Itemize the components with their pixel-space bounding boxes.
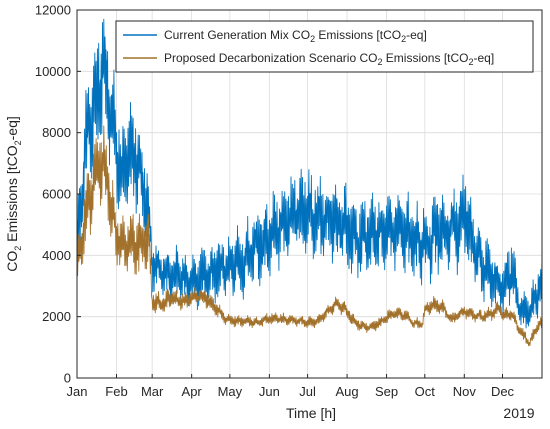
x-tick-label: Jun	[259, 384, 280, 399]
x-tick-label: Apr	[182, 384, 203, 399]
x-tick-label: Jul	[299, 384, 316, 399]
x-axis-title: Time [h]	[286, 405, 336, 421]
y-tick-label: 10000	[35, 64, 71, 79]
x-tick-label: Aug	[336, 384, 359, 399]
y-axis-title: CO2 Emissions [tCO2-eq]	[4, 116, 23, 272]
legend: Current Generation Mix CO2 Emissions [tC…	[115, 20, 534, 73]
y-tick-label: 4000	[42, 248, 71, 263]
series-proposed-decarbonization	[76, 125, 543, 347]
series-current-generation	[76, 18, 543, 329]
x-tick-label: May	[218, 384, 243, 399]
legend-label-current: Current Generation Mix CO2 Emissions [tC…	[164, 28, 427, 44]
x-tick-label: Oct	[415, 384, 436, 399]
y-tick-label: 8000	[42, 125, 71, 140]
x-tick-label: Nov	[453, 384, 477, 399]
x-tick-label: Mar	[141, 384, 164, 399]
y-tick-label: 6000	[42, 187, 71, 202]
y-tick-label: 0	[64, 371, 71, 386]
legend-box	[115, 20, 534, 73]
y-axis-ticks: 0 2000 4000 6000 8000 10000 12000	[35, 3, 81, 386]
line-current-generation	[76, 18, 543, 329]
x-tick-label: Sep	[375, 384, 398, 399]
year-label: 2019	[503, 405, 534, 421]
x-tick-label: Jan	[67, 384, 88, 399]
y-tick-label: 2000	[42, 309, 71, 324]
y-tick-label: 12000	[35, 3, 71, 18]
line-proposed-decarbonization	[76, 125, 543, 347]
series-layer	[76, 18, 543, 347]
x-tick-label: Feb	[105, 384, 127, 399]
x-axis-ticks: Jan Feb Mar Apr May Jun Jul Aug Sep Oct Nov Dec	[67, 374, 515, 399]
x-tick-label: Dec	[491, 384, 515, 399]
legend-label-proposed: Proposed Decarbonization Scenario CO2 Em…	[164, 51, 494, 67]
